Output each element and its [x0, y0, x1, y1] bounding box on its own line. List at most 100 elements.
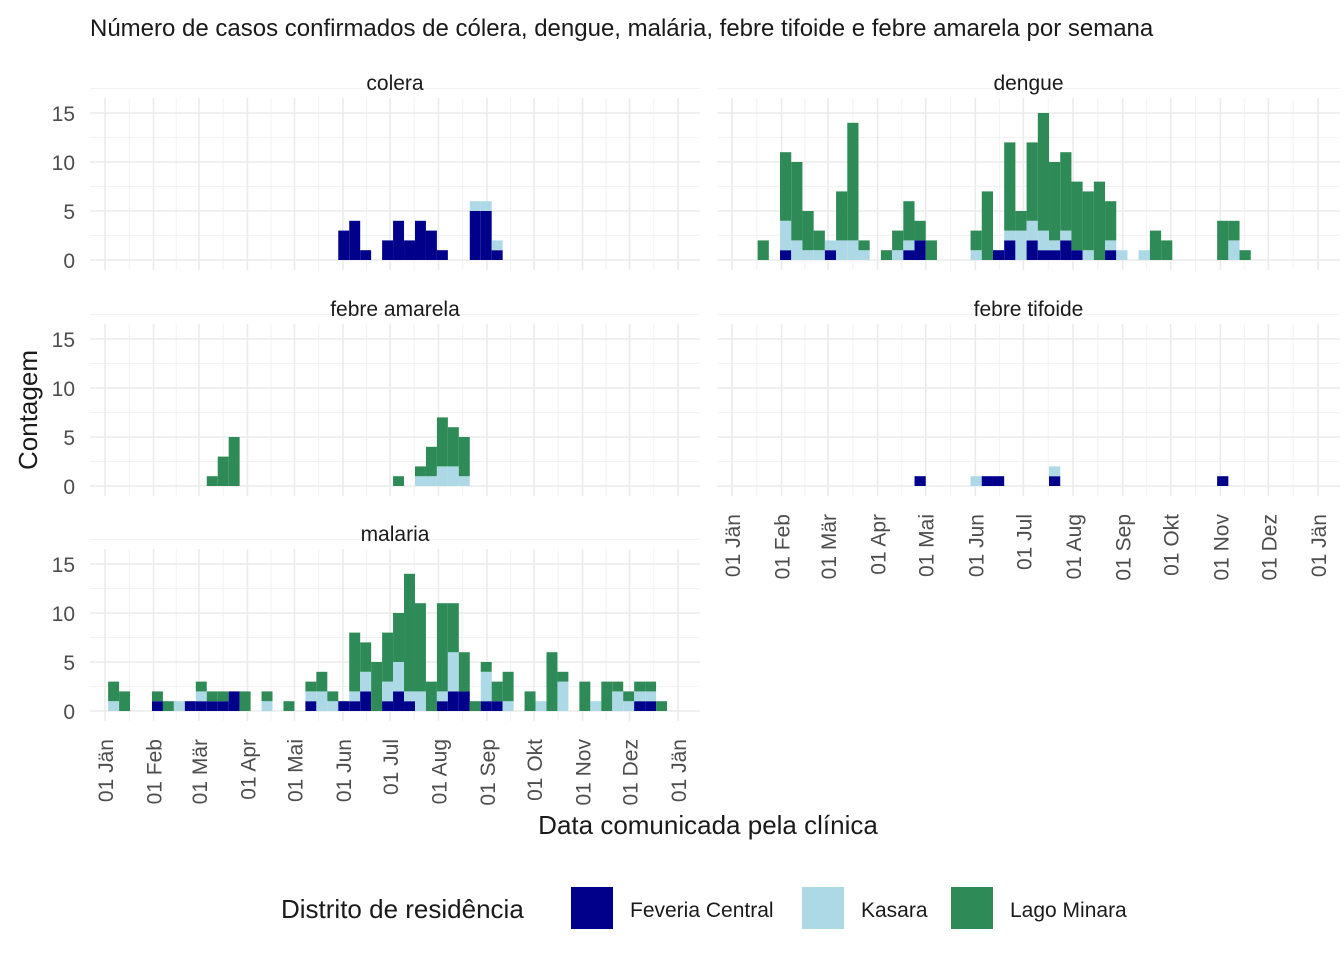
bar-segment-lago-minara	[1093, 181, 1106, 260]
bar-segment-lago-minara	[305, 681, 317, 692]
bar-segment-feveria-central	[360, 250, 372, 260]
y-tick-label: 10	[52, 152, 75, 175]
y-tick-label: 0	[63, 250, 75, 273]
bar-segment-feveria-central	[206, 701, 218, 711]
bar-segment-feveria-central	[914, 476, 926, 486]
bar-segment-lago-minara	[656, 701, 668, 711]
bar-segment-kasara	[480, 201, 492, 211]
x-tick-label: 01 Jul	[1013, 514, 1036, 570]
y-tick-label: 0	[63, 701, 75, 724]
bar-segment-lago-minara	[108, 681, 120, 702]
bar-segment-lago-minara	[195, 681, 207, 692]
bar-segment-feveria-central	[491, 250, 503, 260]
bar-segment-lago-minara	[283, 701, 295, 711]
bar-segment-feveria-central	[151, 701, 163, 711]
bar-segment-feveria-central	[228, 691, 240, 711]
bar-segment-lago-minara	[802, 211, 814, 251]
bar-segment-feveria-central	[1217, 476, 1229, 486]
bar-segment-kasara	[1228, 240, 1240, 260]
bar-segment-kasara	[612, 691, 624, 711]
bar-segment-lago-minara	[228, 437, 240, 486]
bar-segment-feveria-central	[382, 240, 394, 260]
bar-segment-feveria-central	[393, 220, 405, 260]
bar-segment-lago-minara	[206, 476, 218, 486]
bar-segment-lago-minara	[836, 191, 848, 241]
bar-segment-kasara	[436, 466, 448, 486]
bar-segment-kasara	[802, 250, 814, 260]
bar-segment-lago-minara	[206, 691, 218, 702]
bar-segment-feveria-central	[491, 701, 503, 711]
legend-label: Kasara	[861, 899, 928, 922]
bar-segment-feveria-central	[480, 701, 492, 711]
bar-segment-lago-minara	[217, 456, 229, 486]
x-tick-label: 01 Dez	[1258, 514, 1281, 581]
bar-segment-kasara	[903, 240, 915, 251]
bar-segment-lago-minara	[393, 476, 405, 486]
bar-segment-kasara	[414, 691, 426, 711]
bar-segment-feveria-central	[436, 701, 448, 711]
legend: Distrito de residência Feveria Central Ka…	[281, 887, 1127, 929]
bar-segment-feveria-central	[1004, 240, 1016, 260]
x-tick-label: 01 Okt	[1161, 514, 1184, 576]
x-tick-label: 01 Nov	[1210, 514, 1233, 581]
x-tick-label: 01 Dez	[619, 739, 642, 806]
bar-segment-feveria-central	[414, 220, 426, 260]
bar-segment-kasara	[316, 691, 328, 711]
bar-segment-feveria-central	[349, 701, 361, 711]
bar-segment-lago-minara	[623, 691, 635, 702]
bar-segment-lago-minara	[458, 437, 470, 477]
y-axis-title: Contagem	[13, 350, 43, 470]
bar-segment-lago-minara	[327, 691, 339, 702]
x-tick-label: 01 Aug	[428, 739, 451, 804]
y-tick-label: 0	[63, 476, 75, 499]
facet-label: malaria	[361, 523, 430, 546]
bar-segment-kasara	[447, 466, 459, 486]
bar-segment-feveria-central	[992, 250, 1005, 260]
bar-segment-lago-minara	[414, 466, 426, 477]
bar-segment-kasara	[557, 681, 569, 711]
bar-segment-lago-minara	[414, 603, 426, 692]
bar-segment-lago-minara	[1161, 240, 1173, 260]
bar-segment-lago-minara	[892, 230, 904, 251]
bar-segment-feveria-central	[1060, 240, 1072, 260]
bar-segment-kasara	[892, 250, 904, 260]
bar-segment-lago-minara	[858, 240, 870, 251]
y-tick-label: 15	[52, 329, 75, 352]
bar-segment-kasara	[1138, 250, 1150, 260]
bar-segment-lago-minara	[634, 681, 646, 692]
bar-segment-lago-minara	[480, 662, 492, 672]
bar-segment-feveria-central	[1037, 250, 1050, 260]
bar-segment-kasara	[634, 691, 646, 702]
bar-segment-lago-minara	[502, 671, 514, 702]
bar-segment-lago-minara	[447, 427, 459, 467]
bar-segment-kasara	[1049, 466, 1061, 477]
y-tick-label: 15	[52, 103, 75, 126]
bar-segment-feveria-central	[780, 250, 792, 260]
x-tick-label: 01 Sep	[477, 739, 500, 806]
bar-segment-lago-minara	[1049, 162, 1061, 241]
bar-segment-lago-minara	[546, 652, 558, 711]
bar-segment-lago-minara	[847, 122, 859, 241]
x-tick-label: 01 Jän	[668, 739, 691, 802]
x-tick-label: 01 Jul	[380, 739, 403, 795]
x-tick-label: 01 Jun	[333, 739, 356, 802]
bar-segment-lago-minara	[813, 230, 825, 251]
bar-segment-kasara	[813, 250, 825, 260]
bar-segment-feveria-central	[469, 211, 481, 260]
bar-segment-lago-minara	[970, 230, 982, 251]
bar-segment-kasara	[847, 240, 859, 260]
bar-segment-lago-minara	[162, 701, 174, 711]
bar-segment-feveria-central	[360, 691, 372, 711]
bar-segment-lago-minara	[436, 603, 448, 692]
facet-label: colera	[366, 72, 424, 95]
bar-segment-kasara	[502, 701, 514, 711]
bar-segment-lago-minara	[757, 240, 769, 260]
x-tick-label: 01 Mär	[818, 514, 841, 579]
bar-segment-kasara	[1060, 230, 1072, 241]
bar-segment-kasara	[195, 691, 207, 702]
bar-segment-lago-minara	[1105, 201, 1117, 241]
bar-segment-feveria-central	[480, 211, 492, 260]
y-tick-label: 5	[63, 427, 75, 450]
x-tick-label: 01 Jun	[965, 514, 988, 577]
y-tick-label: 10	[52, 378, 75, 401]
